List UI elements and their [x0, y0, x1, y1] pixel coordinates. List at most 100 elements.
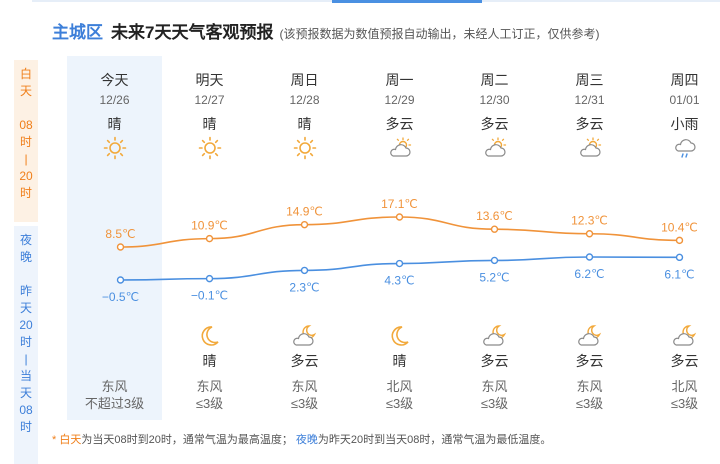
night-seg: 晚: [19, 250, 32, 264]
day-date: 01/01: [669, 93, 700, 107]
low-temp-point: [585, 253, 594, 261]
high-temp-point: [205, 234, 214, 243]
low-temp-point: [490, 256, 499, 265]
wind-direction: 北风: [671, 379, 698, 394]
day-period-label: 白天 08 时 | 20 时: [14, 60, 38, 222]
low-temp-point: [300, 266, 309, 275]
day-date: 12/30: [479, 93, 510, 107]
wind-level: ≤3级: [195, 396, 224, 411]
low-temp-label: 5.2℃: [479, 270, 509, 284]
moon-cloud-icon: [291, 324, 319, 348]
night-weather: 多云: [480, 353, 509, 369]
moon-cloud-icon: [576, 324, 604, 348]
wind-level: ≤3级: [290, 396, 319, 411]
day-name: 今天: [100, 72, 129, 88]
sun-cloud-icon: [386, 136, 414, 160]
sun-cloud-icon: [481, 136, 509, 160]
footer-day-key: 白天: [59, 434, 82, 446]
day-date: 12/31: [574, 93, 605, 107]
wind-level: ≤3级: [670, 396, 699, 411]
forecast-note: (该预报数据为数值预报自动输出，未经人工订正，仅供参考): [279, 27, 600, 41]
day-seg: |: [24, 152, 28, 166]
footer-day-text: 为当天08时到20时，通常气温为最高温度；: [81, 434, 293, 446]
wind-direction: 东风: [101, 379, 128, 394]
day-weather: 晴: [297, 116, 312, 132]
day-name: 周四: [670, 72, 699, 88]
moon-icon: [386, 324, 414, 348]
night-seg: |: [24, 352, 28, 366]
wind-level: ≤3级: [480, 396, 509, 411]
wind-direction: 东风: [481, 379, 508, 394]
day-seg: 白: [19, 67, 32, 81]
day-name: 周二: [480, 72, 509, 88]
day-weather: 多云: [480, 116, 509, 132]
sun-icon: [196, 136, 224, 160]
day-name: 周三: [575, 72, 604, 88]
day-weather: 晴: [107, 116, 122, 132]
day-name: 周日: [290, 72, 319, 88]
high-temp-label: 8.5℃: [105, 227, 135, 241]
high-temp-label: 17.1℃: [381, 197, 418, 211]
low-temp-point: [675, 253, 684, 262]
high-temp-point: [585, 230, 594, 238]
low-temp-label: 2.3℃: [289, 280, 319, 294]
day-name: 周一: [385, 72, 414, 88]
sun-icon: [291, 136, 319, 160]
low-temp-point: [116, 276, 125, 284]
wind-level: ≤3级: [385, 396, 414, 411]
low-temp-label: −0.5℃: [102, 290, 139, 304]
night-weather: 多云: [290, 353, 319, 369]
moon-cloud-icon: [671, 324, 699, 348]
day-weather: 小雨: [670, 116, 699, 132]
wind-level: ≤3级: [575, 396, 604, 411]
night-weather: 多云: [670, 353, 699, 369]
high-temp-point: [490, 225, 499, 233]
high-temp-point: [300, 220, 309, 229]
high-temp-point: [675, 236, 684, 245]
low-temp-label: 4.3℃: [384, 274, 414, 288]
day-date: 12/28: [289, 93, 320, 107]
low-temp-point: [395, 259, 404, 268]
day-seg: 20: [19, 169, 33, 183]
day-weather: 多云: [385, 116, 414, 132]
top-border: [32, 0, 720, 3]
footer-star: *: [52, 434, 57, 446]
day-date: 12/26: [99, 93, 130, 107]
top-border-accent: [332, 0, 482, 3]
wind-level: 不超过3级: [84, 396, 145, 411]
footer-note: * 白天为当天08时到20时，通常气温为最高温度； 夜晚为昨天20时到当天08时…: [52, 431, 551, 447]
sun-cloud-icon: [576, 136, 604, 160]
day-date: 12/29: [384, 93, 415, 107]
high-temp-point: [116, 243, 125, 251]
region-name: 主城区: [52, 23, 103, 42]
high-temp-label: 14.9℃: [286, 205, 323, 219]
night-weather: 晴: [202, 353, 217, 369]
moon-icon: [196, 324, 224, 348]
low-temp-point: [205, 274, 214, 283]
day-name: 明天: [195, 72, 224, 88]
wind-direction: 东风: [576, 379, 603, 394]
night-period-label: 夜晚 昨天 20 时 | 当天 08 时: [14, 226, 38, 464]
night-seg: 天: [19, 386, 32, 400]
high-temp-label: 10.4℃: [661, 220, 698, 234]
night-seg: 08: [19, 403, 33, 417]
day-seg: 时: [19, 186, 32, 200]
high-temp-label: 10.9℃: [191, 219, 228, 233]
today-highlight: [67, 56, 162, 420]
night-seg: 20: [19, 318, 33, 332]
wind-direction: 北风: [386, 379, 413, 394]
page-header: 主城区 未来7天天气客观预报 (该预报数据为数值预报自动输出，未经人工订正，仅供…: [52, 18, 599, 43]
high-temp-label: 12.3℃: [571, 214, 608, 228]
moon-cloud-icon: [481, 324, 509, 348]
day-weather: 晴: [202, 116, 217, 132]
footer-night-key: 夜晚: [295, 434, 318, 446]
low-temp-label: 6.1℃: [664, 267, 694, 281]
high-temp-label: 13.6℃: [476, 209, 513, 223]
day-date: 12/27: [194, 93, 225, 107]
night-seg: 当: [19, 369, 32, 383]
night-seg: 时: [19, 420, 32, 434]
day-seg: 天: [19, 84, 32, 98]
night-seg: 天: [19, 301, 32, 315]
night-seg: 昨: [19, 284, 32, 298]
sun-icon: [101, 136, 129, 160]
